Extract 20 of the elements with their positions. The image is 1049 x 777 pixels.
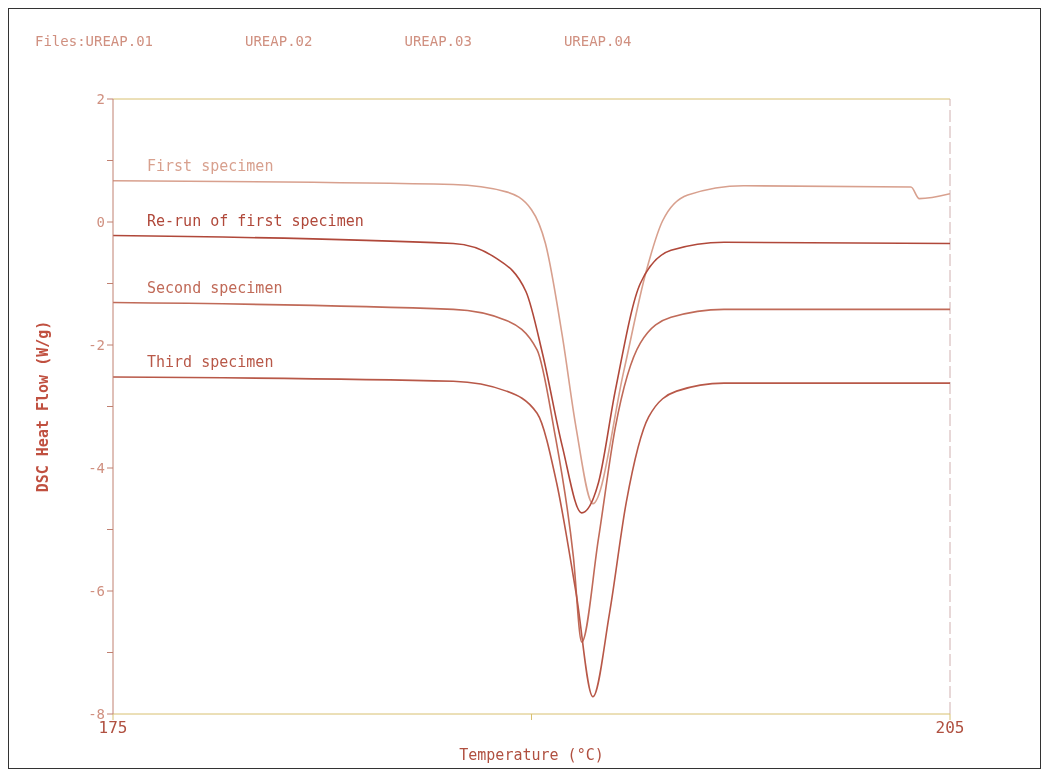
text: Files:UREAP.01 xyxy=(35,33,154,49)
line-series xyxy=(113,301,950,643)
line-series xyxy=(113,180,950,505)
line-series xyxy=(113,234,950,514)
text: UREAP.02 xyxy=(245,33,313,49)
line-series xyxy=(113,376,950,698)
series-label: Second specimen xyxy=(147,278,283,297)
x-tick-label: 205 xyxy=(935,718,965,738)
series-label: First specimen xyxy=(147,156,274,175)
text: UREAP.03 xyxy=(404,33,472,49)
text: UREAP.04 xyxy=(563,33,632,49)
y-tick-label: -2 xyxy=(88,336,105,353)
y-tick-label: -4 xyxy=(88,459,105,476)
y-tick-label: 0 xyxy=(96,213,105,230)
series-label: Re-run of first specimen xyxy=(147,211,364,230)
series-label: Third specimen xyxy=(147,352,274,371)
x-axis-title: Temperature (°C) xyxy=(459,746,604,764)
y-axis-title: DSC Heat Flow (W/g) xyxy=(34,320,53,493)
y-tick-label: -6 xyxy=(88,582,105,599)
y-tick-label: 2 xyxy=(96,90,105,107)
